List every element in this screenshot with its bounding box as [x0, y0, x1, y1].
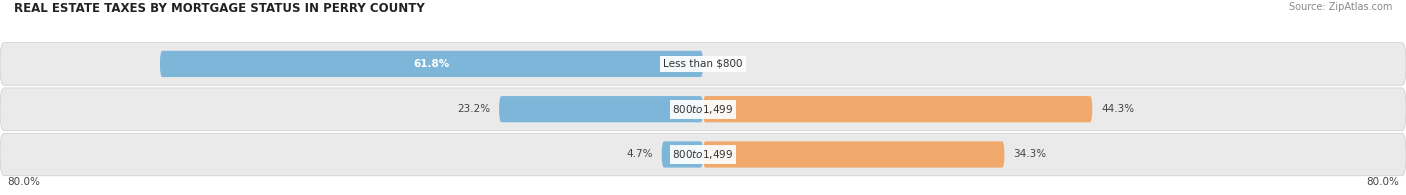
Text: 80.0%: 80.0%	[1367, 177, 1399, 187]
FancyBboxPatch shape	[160, 51, 703, 77]
FancyBboxPatch shape	[0, 88, 1406, 130]
Text: $800 to $1,499: $800 to $1,499	[672, 148, 734, 161]
Text: 4.7%: 4.7%	[627, 150, 652, 160]
Text: Source: ZipAtlas.com: Source: ZipAtlas.com	[1288, 2, 1392, 12]
FancyBboxPatch shape	[0, 133, 1406, 176]
FancyBboxPatch shape	[662, 141, 703, 168]
Text: 34.3%: 34.3%	[1014, 150, 1046, 160]
Text: $800 to $1,499: $800 to $1,499	[672, 103, 734, 116]
FancyBboxPatch shape	[499, 96, 703, 122]
Text: 44.3%: 44.3%	[1101, 104, 1135, 114]
Text: Less than $800: Less than $800	[664, 59, 742, 69]
Text: REAL ESTATE TAXES BY MORTGAGE STATUS IN PERRY COUNTY: REAL ESTATE TAXES BY MORTGAGE STATUS IN …	[14, 2, 425, 15]
Text: 0.0%: 0.0%	[716, 59, 742, 69]
FancyBboxPatch shape	[703, 96, 1092, 122]
Text: 23.2%: 23.2%	[457, 104, 491, 114]
FancyBboxPatch shape	[703, 141, 1004, 168]
Text: 61.8%: 61.8%	[413, 59, 450, 69]
FancyBboxPatch shape	[0, 43, 1406, 85]
Text: 80.0%: 80.0%	[7, 177, 39, 187]
